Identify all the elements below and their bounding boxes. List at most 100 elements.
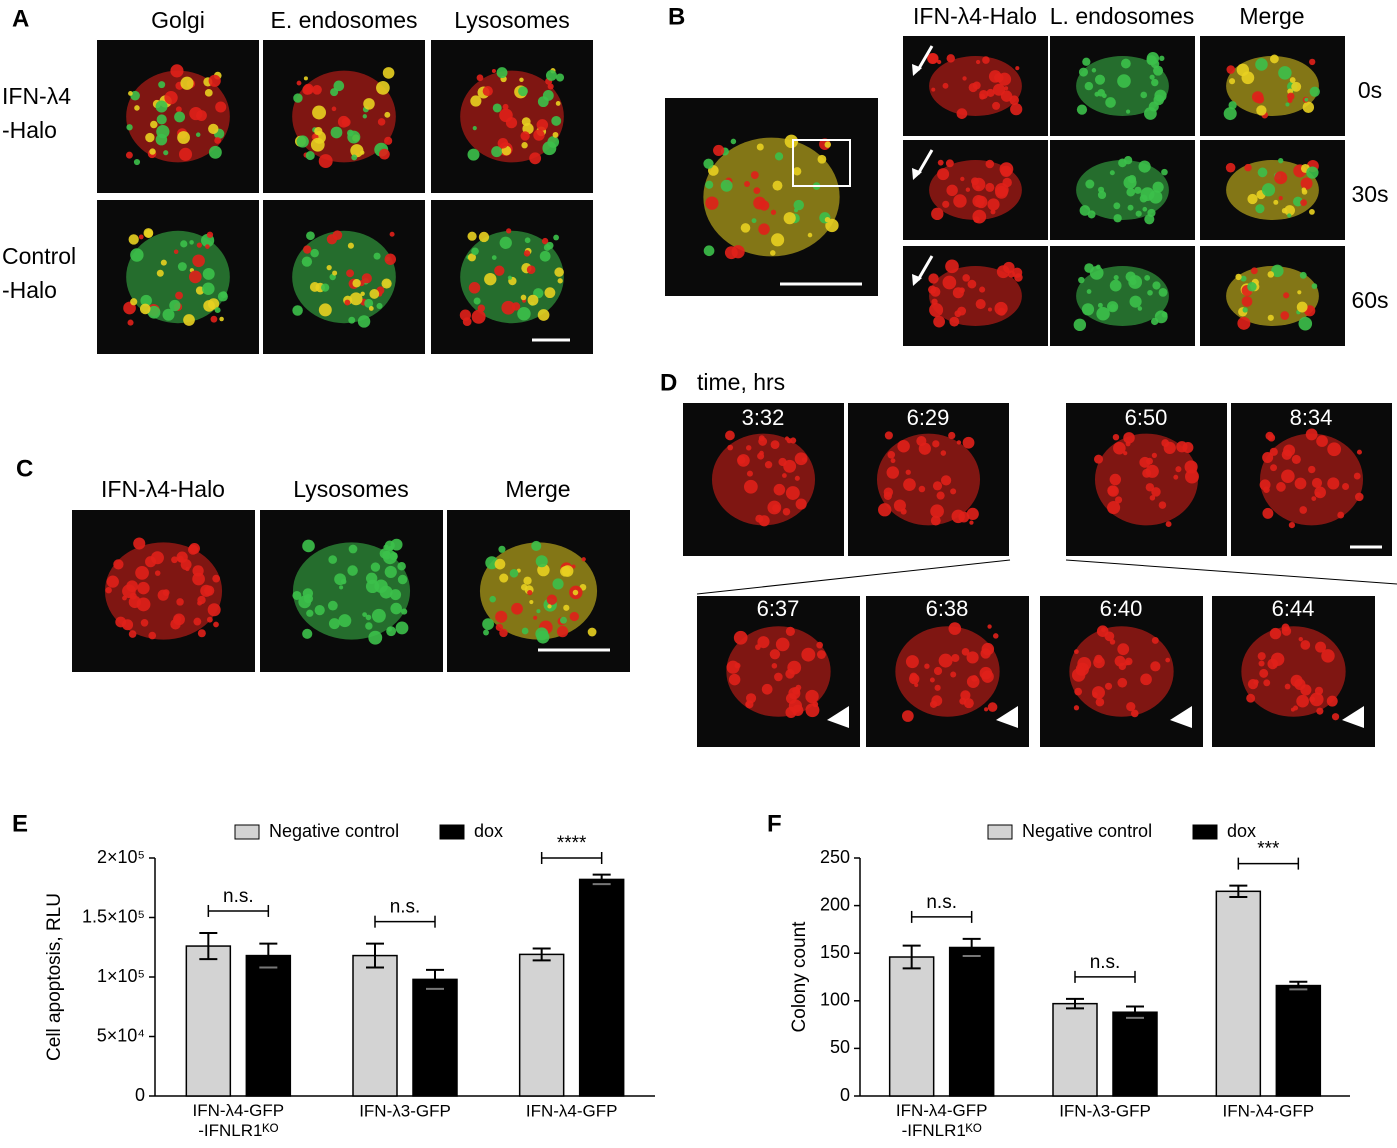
vesicle xyxy=(140,619,149,627)
vesicle xyxy=(496,67,508,79)
legend-swatch xyxy=(234,824,260,840)
vesicle xyxy=(587,627,597,637)
vesicle xyxy=(1135,210,1142,217)
vesicle xyxy=(368,630,383,645)
vesicle xyxy=(318,303,332,317)
time-label: 6:44 xyxy=(1272,596,1315,621)
vesicle xyxy=(511,602,523,615)
y-axis-label: Cell apoptosis, RLU xyxy=(44,893,65,1061)
vesicle xyxy=(302,539,315,553)
vesicle xyxy=(1159,55,1165,61)
vesicle xyxy=(506,228,512,234)
vesicle xyxy=(816,641,823,649)
vesicle xyxy=(767,500,782,515)
vesicle xyxy=(1074,649,1079,655)
vesicle xyxy=(1311,496,1317,501)
vesicle xyxy=(556,626,569,638)
vesicle xyxy=(390,589,402,601)
vesicle xyxy=(937,159,944,166)
vesicle xyxy=(133,537,146,550)
vesicle xyxy=(987,624,992,629)
vesicle xyxy=(305,151,315,161)
vesicle xyxy=(471,309,486,324)
vesicle xyxy=(125,151,133,159)
legend-swatch xyxy=(1192,824,1218,840)
y-tick-label: 1×10⁵ xyxy=(97,966,145,986)
vesicle xyxy=(950,671,957,678)
vesicle xyxy=(774,152,784,161)
vesicle xyxy=(1149,495,1156,501)
vesicle xyxy=(1113,274,1119,281)
vesicle xyxy=(1225,162,1236,173)
vesicle xyxy=(156,124,170,139)
row-label: IFN-λ4 xyxy=(2,83,71,109)
vesicle xyxy=(1004,86,1009,91)
vesicle xyxy=(494,558,506,570)
vesicle xyxy=(138,234,144,240)
vesicle xyxy=(1241,296,1253,307)
vesicle xyxy=(945,259,959,274)
vesicle xyxy=(383,544,389,550)
vesicle xyxy=(930,515,941,526)
arrowhead xyxy=(1342,706,1364,728)
vesicle xyxy=(703,158,714,169)
cell xyxy=(703,137,840,257)
vesicle xyxy=(306,231,315,241)
vesicle xyxy=(903,478,916,491)
vesicle xyxy=(1263,679,1271,687)
vesicle xyxy=(1079,205,1091,216)
vesicle xyxy=(569,611,579,622)
row-label: -Halo xyxy=(2,117,57,143)
vesicle xyxy=(934,684,941,691)
vesicle xyxy=(973,216,980,223)
vesicle xyxy=(933,666,943,676)
vesicle xyxy=(207,603,221,617)
vesicle xyxy=(527,590,533,596)
error-bar xyxy=(199,931,218,961)
vesicle xyxy=(126,124,133,131)
vesicle xyxy=(1109,279,1122,292)
vesicle xyxy=(1185,469,1199,484)
vesicle xyxy=(1086,289,1092,294)
vesicle xyxy=(533,615,538,620)
vesicle xyxy=(932,440,940,448)
vesicle xyxy=(555,73,565,82)
vesicle xyxy=(1095,264,1101,270)
vesicle xyxy=(145,132,155,143)
vesicle xyxy=(384,565,397,579)
vesicle xyxy=(730,138,737,145)
vesicle xyxy=(960,176,965,182)
vesicle xyxy=(482,618,494,630)
column-header: Lysosomes xyxy=(293,476,408,502)
vesicle xyxy=(930,504,944,519)
bar xyxy=(1215,890,1262,1097)
y-tick-label: 200 xyxy=(820,894,850,914)
vesicle xyxy=(162,308,175,321)
vesicle xyxy=(962,436,975,449)
vesicle xyxy=(792,167,802,176)
vesicle xyxy=(1010,103,1023,116)
vesicle xyxy=(795,498,807,510)
vesicle xyxy=(1267,658,1279,670)
vesicle xyxy=(204,88,213,97)
vesicle xyxy=(220,291,228,299)
vesicle xyxy=(554,267,564,277)
vesicle xyxy=(1082,57,1091,66)
vesicle xyxy=(997,307,1006,316)
vesicle xyxy=(1274,171,1288,185)
vesicle xyxy=(302,628,313,639)
vesicle xyxy=(1281,449,1293,460)
vesicle xyxy=(785,706,797,718)
vesicle xyxy=(1151,487,1161,497)
significance-label: n.s. xyxy=(926,892,957,913)
vesicle xyxy=(521,142,528,149)
vesicle xyxy=(371,608,386,623)
vesicle xyxy=(1301,187,1307,193)
vesicle xyxy=(1299,271,1307,279)
vesicle xyxy=(529,152,542,165)
vesicle xyxy=(397,561,406,571)
vesicle xyxy=(949,316,960,327)
arrow xyxy=(916,149,934,175)
vesicle xyxy=(1300,177,1313,190)
vesicle xyxy=(314,604,325,616)
